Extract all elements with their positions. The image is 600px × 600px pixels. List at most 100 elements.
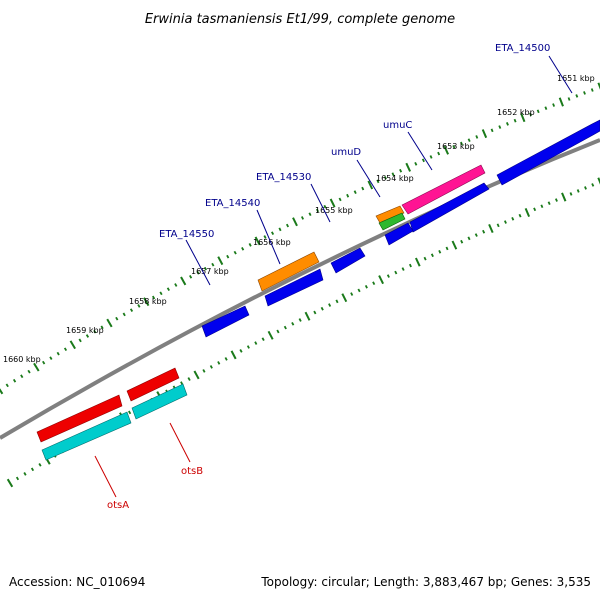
gene-labels: ETA_14500 umuC umuD ETA_14530 ETA_14540 …	[107, 43, 550, 511]
gene-label-umuc: umuC	[383, 120, 412, 131]
outer-scale-tick	[467, 138, 471, 142]
outer-scale-tick	[567, 97, 571, 101]
inner-scale-tick	[503, 220, 507, 224]
outer-scale-tick	[399, 168, 403, 173]
outer-scale-tick	[315, 208, 320, 213]
gene-feature-eta-14540-orange[interactable]	[257, 251, 320, 292]
inner-scale-tick	[328, 303, 332, 307]
inner-scale-tick	[482, 229, 486, 234]
scale-label-1652: 1652 kbp	[497, 108, 535, 117]
outer-scale-ticks	[0, 82, 600, 395]
inner-scale-tick	[569, 192, 573, 196]
outer-scale-tick	[475, 135, 479, 139]
outer-scale-tick	[129, 308, 134, 312]
outer-scale-tick	[69, 340, 76, 350]
scale-label-1657: 1657 kbp	[191, 267, 229, 276]
gene-feature-umuc-lower[interactable]	[409, 182, 490, 233]
outer-scale-tick	[137, 304, 141, 308]
outer-scale-tick	[56, 351, 60, 356]
outer-scale-tick	[166, 287, 170, 292]
outer-scale-tick	[597, 82, 600, 90]
inner-scale-tick	[561, 192, 567, 202]
inner-scale-tick	[193, 370, 200, 380]
outer-scale-tick	[203, 266, 207, 271]
gene-label-otsa: otsA	[107, 500, 129, 511]
inner-scale-tick	[128, 410, 132, 415]
inner-scale-tick	[414, 257, 421, 267]
gene-label-otsb: otsB	[181, 466, 203, 477]
outer-scale-tick	[285, 223, 290, 228]
inner-scale-tick	[540, 204, 544, 209]
callout-line-otsb	[169, 422, 191, 463]
gene-feature-eta-14530[interactable]	[330, 247, 366, 274]
inner-scale-tick	[554, 198, 558, 202]
outer-scale-tick	[78, 338, 82, 343]
inner-scale-tick	[524, 208, 531, 217]
gene-feature-umuc-orange[interactable]	[375, 205, 405, 224]
outer-scale-tick	[376, 179, 380, 184]
outer-scale-tick	[338, 197, 342, 202]
outer-scale-tick	[12, 378, 17, 383]
outer-scale-tick	[0, 388, 4, 395]
genome-title: Erwinia tasmaniensis Et1/99, complete ge…	[145, 12, 455, 27]
inner-scale-tick	[335, 299, 339, 304]
inner-scale-tick	[584, 186, 587, 190]
outer-scale-tick	[49, 356, 53, 360]
inner-scale-tick	[202, 369, 206, 373]
outer-scale-tick	[421, 158, 425, 163]
gene-label-eta-14500: ETA_14500	[495, 43, 550, 54]
callout-line-umuc	[407, 131, 433, 171]
outer-scale-tick	[42, 360, 46, 365]
inner-scale-tick	[254, 341, 258, 345]
gene-feature-umuc-pink[interactable]	[401, 164, 486, 215]
outer-scale-tick	[323, 204, 327, 209]
gene-feature-eta-14550[interactable]	[201, 305, 250, 338]
outer-scale-tick	[122, 312, 126, 317]
scale-label-1660: 1660 kbp	[3, 355, 41, 364]
scale-label-1658: 1658 kbp	[129, 297, 167, 306]
inner-scale-tick	[283, 325, 287, 330]
inner-scale-tick	[438, 250, 442, 254]
outer-scale-tick	[552, 103, 556, 107]
inner-scale-tick	[341, 293, 348, 303]
outer-scale-tick	[217, 256, 224, 266]
inner-scale-tick	[408, 263, 412, 268]
inner-scale-tick	[467, 236, 471, 241]
inner-scale-tick	[261, 337, 265, 342]
gene-feature-otsa-cyan[interactable]	[41, 411, 132, 461]
inner-scale-tick	[187, 377, 191, 381]
gene-feature-eta-14500[interactable]	[496, 119, 600, 186]
outer-scale-tick	[414, 162, 418, 166]
outer-scale-tick	[583, 91, 586, 95]
outer-scale-tick	[93, 329, 97, 334]
outer-scale-tick	[27, 369, 31, 374]
gene-feature-otsb-red[interactable]	[126, 367, 180, 402]
inner-scale-tick	[209, 365, 213, 369]
outer-scale-tick	[429, 155, 433, 159]
callout-line-umud	[356, 159, 381, 198]
gene-label-eta-14540: ETA_14540	[205, 198, 260, 209]
gene-feature-otsb-cyan[interactable]	[131, 383, 188, 420]
inner-scale-tick	[386, 274, 390, 278]
scale-label-1656: 1656 kbp	[253, 238, 291, 247]
gene-label-eta-14550: ETA_14550	[159, 229, 214, 240]
inner-scale-tick	[224, 357, 228, 361]
inner-scale-tick	[591, 183, 595, 187]
outer-scale-tick	[263, 235, 267, 239]
scale-label-1654: 1654 kbp	[376, 174, 414, 183]
outer-scale-tick	[505, 122, 509, 126]
outer-scale-tick	[63, 347, 68, 352]
inner-scale-tick	[38, 463, 42, 467]
inner-scale-tick	[401, 267, 405, 271]
inner-scale-tick	[23, 472, 27, 476]
gene-feature-eta-14540-blue[interactable]	[264, 268, 324, 307]
gene-feature-umuc-green[interactable]	[378, 212, 406, 231]
callout-line-eta-14530	[310, 183, 331, 223]
scale-label-1651: 1651 kbp	[557, 74, 595, 83]
outer-scale-tick	[498, 125, 502, 129]
inner-scale-tick	[357, 288, 361, 293]
outer-scale-tick	[241, 246, 245, 251]
outer-scale-tick	[106, 318, 113, 328]
gene-feature-otsa-red[interactable]	[36, 394, 123, 443]
